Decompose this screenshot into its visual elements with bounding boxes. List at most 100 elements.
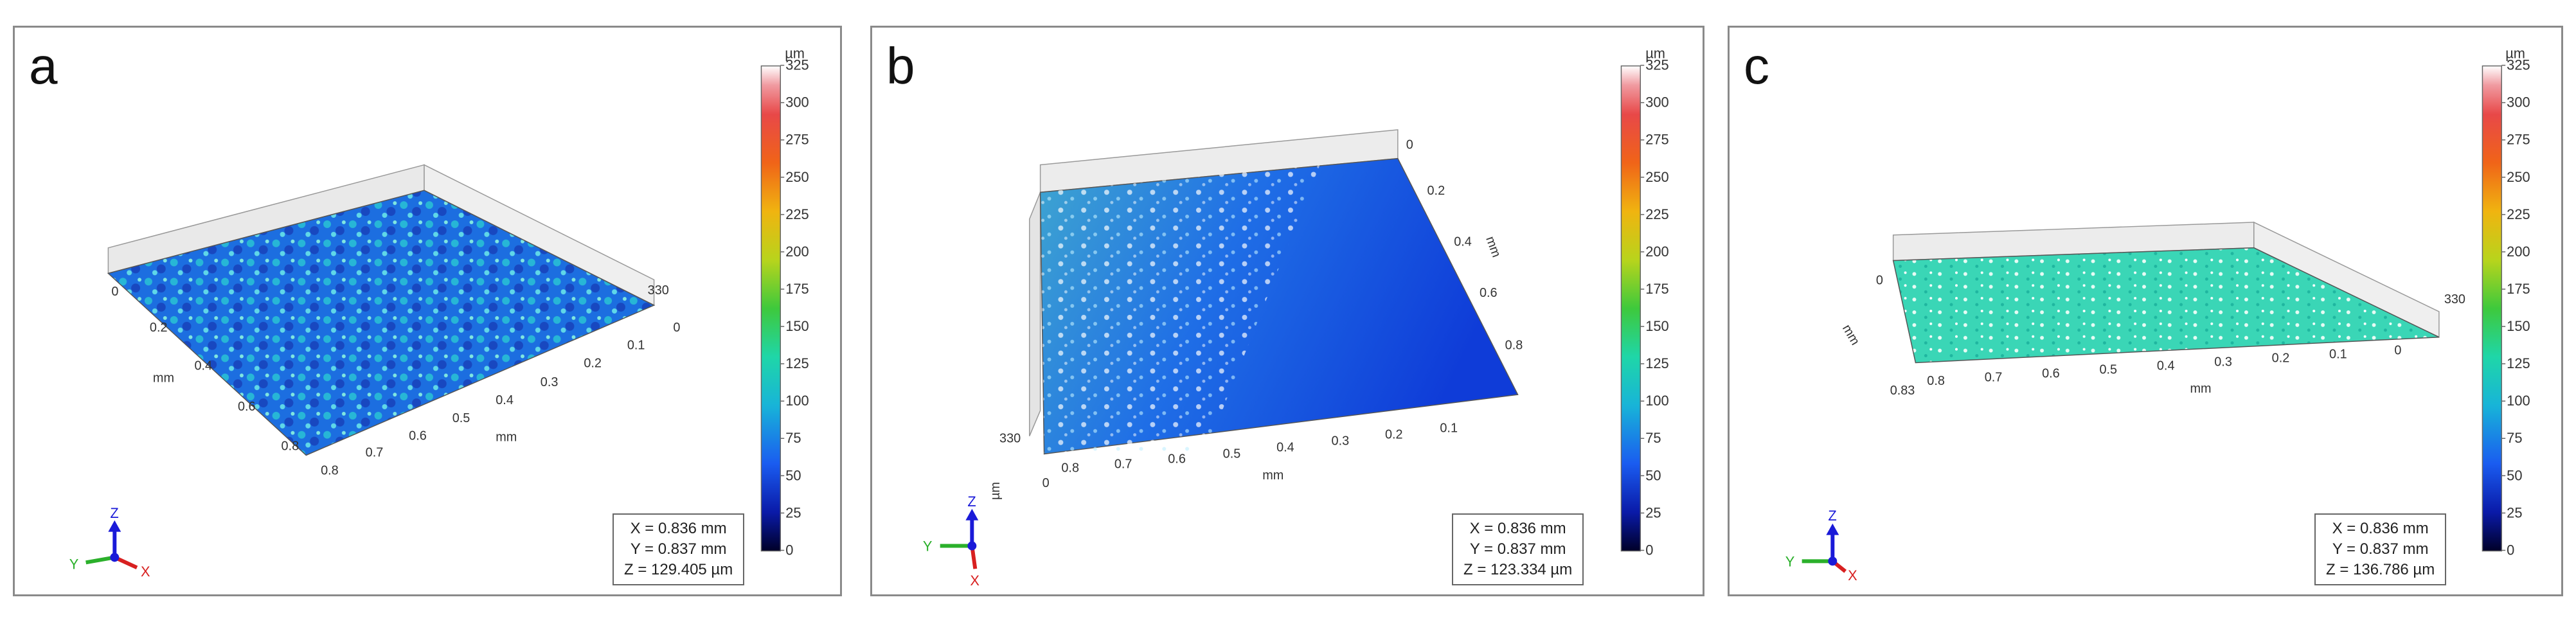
- colorbar-tick: 250: [2507, 169, 2530, 185]
- x-tick: 0.7: [1114, 457, 1132, 471]
- colorbar: [1620, 65, 1641, 552]
- readout-y: Y = 0.837 mm: [630, 540, 727, 558]
- colorbar-tick: 175: [785, 281, 809, 297]
- colorbar-tick: 75: [785, 430, 801, 446]
- colorbar-unit: µm: [2505, 46, 2525, 62]
- y-tick: 0.2: [1427, 184, 1445, 198]
- x-tick: 0.4: [496, 393, 514, 407]
- colorbar-tick: 0: [2507, 542, 2514, 558]
- y-tick: 0.83: [1890, 384, 1915, 398]
- y-axis-unit: mm: [153, 371, 174, 385]
- readout-x: X = 0.836 mm: [2332, 520, 2429, 537]
- axis-y-label: Y: [69, 556, 79, 572]
- colorbar-tick: 100: [1645, 393, 1668, 409]
- colorbar-tick: 225: [2507, 206, 2530, 222]
- x-tick: 0.6: [1168, 452, 1186, 466]
- surface-plot: 330 µm 0 0.8 0.7 0.6 0.5 0.4 0.3 0.2 0.1…: [923, 46, 1669, 589]
- z-top-label: 330: [2444, 292, 2465, 307]
- colorbar-tick: 0: [1645, 542, 1653, 558]
- panel-letter: a: [29, 37, 58, 94]
- colorbar-tick: 200: [1645, 244, 1668, 260]
- panel-a: a 330 0.8 0.7 0.6: [13, 26, 842, 596]
- x-axis-ticks: 0.8 0.7 0.6 0.5 0.4 0.3 0.2 0.1 0: [1927, 344, 2401, 389]
- colorbar-tick: 225: [785, 206, 809, 222]
- colorbar-tick: 200: [785, 244, 809, 260]
- x-axis-unit: mm: [2190, 382, 2212, 396]
- colorbar-tick: 150: [785, 318, 809, 334]
- x-tick: 0.7: [366, 445, 384, 459]
- surface-plot: 330 0.8 0.7 0.6 0.5 0.4 0.3 0.2 0.1 0 mm…: [69, 46, 809, 580]
- colorbar: [760, 65, 782, 552]
- x-tick: 0.5: [2099, 362, 2117, 377]
- axis-x-label: X: [970, 573, 979, 589]
- axis-z-label: Z: [967, 493, 976, 510]
- colorbar-unit: µm: [785, 46, 805, 62]
- colorbar: [2482, 65, 2502, 552]
- readout-z: Z = 136.786 µm: [2326, 561, 2435, 578]
- x-tick: 0.5: [452, 411, 470, 425]
- colorbar-tick: 125: [1645, 355, 1668, 371]
- colorbar-tick: 300: [785, 94, 809, 111]
- x-tick: 0.1: [2329, 348, 2347, 362]
- coordinate-readout: X = 0.836 mm Y = 0.837 mm Z = 136.786 µm: [2314, 513, 2447, 585]
- colorbar-tick: 200: [2507, 244, 2530, 260]
- readout-x: X = 0.836 mm: [1469, 520, 1566, 537]
- colorbar-tick: 150: [1645, 318, 1668, 334]
- y-axis-ticks: 0 0.83: [1876, 273, 1915, 398]
- colorbar-tick: 50: [2507, 467, 2522, 483]
- readout-z: Z = 123.334 µm: [1463, 561, 1573, 578]
- x-axis-unit: mm: [496, 431, 517, 445]
- x-axis-unit: mm: [1262, 468, 1284, 483]
- panel-letter: b: [886, 37, 915, 94]
- x-tick: 0.1: [627, 339, 645, 353]
- x-tick: 0.4: [1276, 441, 1294, 455]
- x-tick: 0.4: [2157, 359, 2175, 373]
- y-axis-unit: mm: [1839, 322, 1863, 348]
- colorbar-tick: 0: [785, 542, 793, 558]
- colorbar-tick: 50: [785, 467, 801, 483]
- x-tick: 0.1: [1440, 422, 1458, 436]
- colorbar-tick: 25: [2507, 504, 2522, 520]
- x-tick: 0.7: [1985, 370, 2003, 384]
- axis-x-label: X: [141, 564, 150, 580]
- readout-y: Y = 0.837 mm: [1469, 540, 1566, 558]
- colorbar-tick: 175: [2507, 281, 2530, 297]
- colorbar-tick: 125: [2507, 355, 2530, 371]
- side-wall: [1028, 191, 1041, 436]
- y-tick: 0.4: [194, 359, 212, 373]
- colorbar-tick: 125: [785, 355, 809, 371]
- z-top-label: 330: [648, 283, 669, 298]
- y-tick: 0.6: [1480, 286, 1498, 300]
- y-tick: 0.8: [1505, 339, 1523, 353]
- colorbar-tick: 250: [1645, 169, 1668, 185]
- y-axis-ticks: 0 0.2 0.4 0.6 0.8: [111, 285, 299, 453]
- readout-x: X = 0.836 mm: [630, 520, 727, 537]
- y-axis-ticks: 0 0.2 0.4 0.6 0.8: [1406, 138, 1523, 353]
- y-tick: 0.2: [150, 321, 168, 335]
- panel-b: b 330 µm: [870, 26, 1704, 596]
- x-tick: 0.3: [2214, 355, 2232, 369]
- axis-triad-icon: Z Y X: [923, 493, 980, 589]
- readout-z: Z = 129.405 µm: [624, 561, 733, 578]
- y-tick: 0: [111, 285, 118, 299]
- axis-x-label: X: [1848, 567, 1857, 583]
- colorbar-tick: 325: [2507, 57, 2530, 73]
- axis-y-label: Y: [1785, 553, 1795, 569]
- colorbar-tick: 100: [2507, 393, 2530, 409]
- axis-triad-icon: Z Y X: [1785, 508, 1857, 583]
- colorbar-tick: 100: [785, 393, 809, 409]
- x-axis-ticks: 0 0.8 0.7 0.6 0.5 0.4 0.3 0.2 0.1: [1042, 422, 1458, 490]
- surface: [1892, 247, 2440, 364]
- x-tick: 0.3: [1332, 434, 1350, 449]
- colorbar-unit: µm: [1645, 46, 1665, 62]
- panel-letter: c: [1744, 37, 1769, 94]
- colorbar-tick: 150: [2507, 318, 2530, 334]
- colorbar-tick: 25: [1645, 504, 1661, 520]
- x-tick: 0: [673, 321, 680, 335]
- y-axis-unit: mm: [1483, 235, 1503, 260]
- x-tick: 0: [1042, 476, 1050, 490]
- x-tick: 0.3: [541, 375, 559, 389]
